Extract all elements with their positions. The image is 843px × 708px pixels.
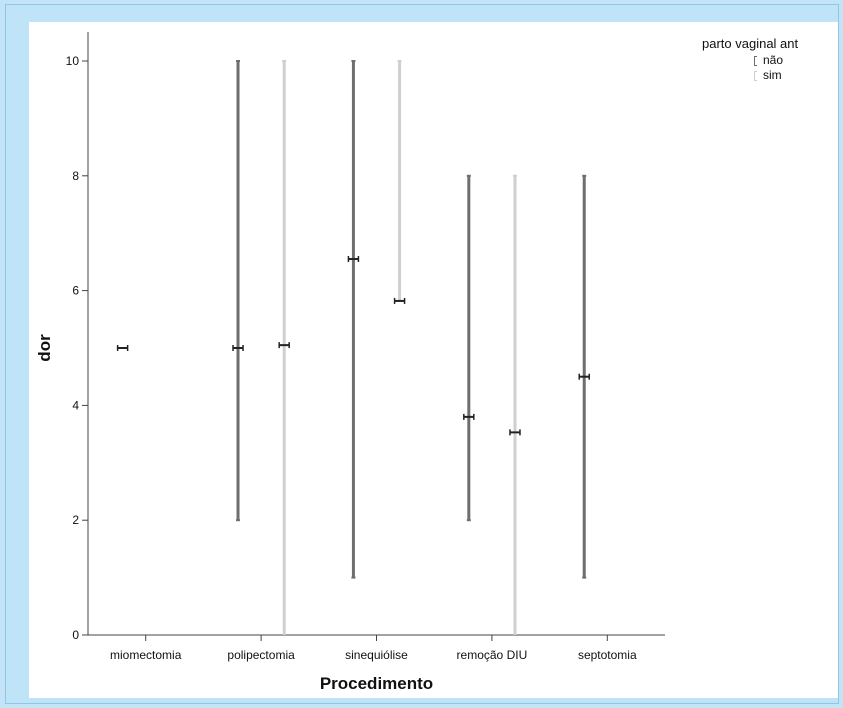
y-tick-label: 4 bbox=[72, 398, 79, 412]
y-tick-label: 6 bbox=[72, 284, 79, 298]
legend: parto vaginal ant não sim bbox=[702, 36, 832, 83]
legend-item-nao: não bbox=[702, 53, 832, 68]
y-tick-label: 10 bbox=[66, 54, 80, 68]
x-tick-label: polipectomia bbox=[227, 648, 295, 662]
legend-label-sim: sim bbox=[763, 68, 782, 82]
y-axis-title: dor bbox=[35, 334, 54, 362]
y-tick-label: 0 bbox=[72, 628, 79, 642]
legend-label-nao: não bbox=[763, 53, 784, 67]
x-tick-label: remoção DIU bbox=[457, 648, 528, 662]
legend-item-sim: sim bbox=[702, 68, 832, 83]
plot-panel bbox=[29, 22, 838, 698]
x-axis-title: Procedimento bbox=[320, 674, 433, 693]
y-tick-label: 2 bbox=[72, 513, 79, 527]
legend-swatch-sim bbox=[754, 71, 757, 81]
legend-swatch-nao bbox=[754, 56, 757, 66]
x-tick-label: septotomia bbox=[578, 648, 637, 662]
legend-title: parto vaginal ant bbox=[702, 36, 799, 51]
x-tick-label: miomectomia bbox=[110, 648, 182, 662]
y-tick-label: 8 bbox=[72, 169, 79, 183]
x-tick-label: sinequiólise bbox=[345, 648, 408, 662]
